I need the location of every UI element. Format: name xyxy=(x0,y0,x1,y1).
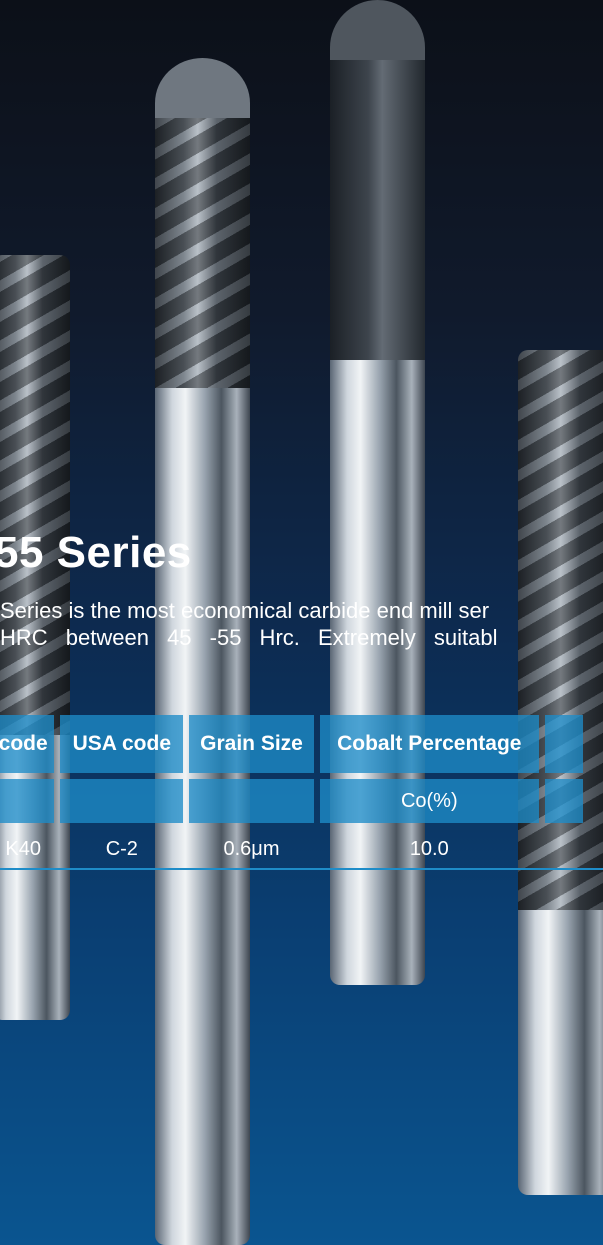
unit-code xyxy=(0,779,55,823)
header-extra xyxy=(544,715,583,773)
cell-usa-code: C-2 xyxy=(105,837,138,860)
end-mill-tool-3 xyxy=(330,0,425,985)
unit-usa-code xyxy=(60,779,184,823)
header-row: code USA code Grain Size Cobalt Percenta… xyxy=(0,715,583,773)
table-divider xyxy=(0,868,603,870)
header-usa-code: USA code xyxy=(60,715,184,773)
units-row: Co(%) xyxy=(0,779,583,823)
cell-cobalt: 10.0 xyxy=(409,837,449,860)
spec-table: code USA code Grain Size Cobalt Percenta… xyxy=(0,709,589,875)
description-line-1: Series is the most economical carbide en… xyxy=(0,598,490,623)
header-cobalt-percentage: Cobalt Percentage xyxy=(319,715,539,773)
table-row: K40 C-2 0.6μm 10.0 xyxy=(0,829,583,869)
header-grain-size: Grain Size xyxy=(189,715,314,773)
unit-extra xyxy=(544,779,583,823)
cell-grain-size: 0.6μm xyxy=(223,837,280,860)
cell-code: K40 xyxy=(5,837,41,860)
unit-cobalt: Co(%) xyxy=(319,779,539,823)
series-description: Series is the most economical carbide en… xyxy=(0,597,603,651)
description-line-2: HRC between 45 -55 Hrc. Extremely suitab… xyxy=(0,625,498,650)
unit-grain-size xyxy=(189,779,314,823)
series-title: 55 Series xyxy=(0,528,192,577)
cell-extra xyxy=(545,829,583,869)
end-mill-tool-2 xyxy=(155,58,250,1245)
header-code: code xyxy=(0,715,55,773)
